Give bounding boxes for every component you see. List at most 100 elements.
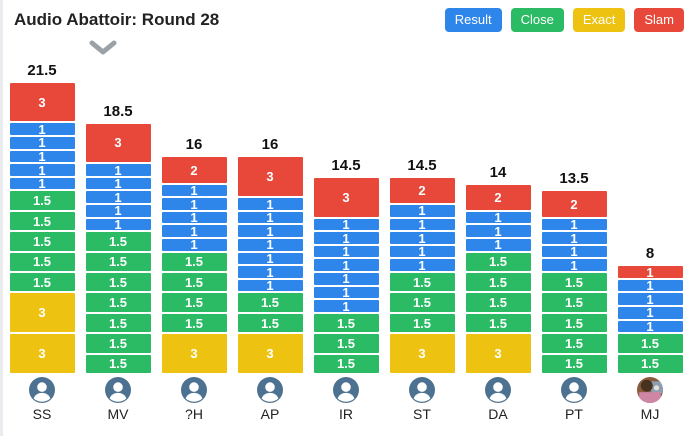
chart: 21.5 3 1 1 1 1 1 1.5 1.5 1.5 1.5 1.5 3 3 SS 18.5 3 1 1 1 1 1 1…	[4, 56, 688, 436]
bar-segment-result: 1	[161, 198, 227, 210]
avatar[interactable]	[561, 377, 587, 403]
bar-segment-result: 1	[465, 225, 531, 238]
bar-segment-close: 1.5	[313, 354, 379, 373]
bar-segment-close: 1.5	[161, 313, 227, 333]
player-name: MJ	[640, 406, 660, 422]
avatar[interactable]	[257, 377, 283, 403]
bar-segment-result: 1	[237, 279, 303, 292]
legend-button-slam[interactable]: Slam	[634, 8, 684, 33]
bar-segment-close: 1.5	[9, 252, 75, 272]
bar-segment-result: 1	[465, 211, 531, 224]
bar-segment-slam: 3	[313, 177, 379, 217]
player-name: IR	[339, 406, 353, 422]
player-name: PT	[565, 406, 583, 422]
bar-segment-result: 1	[617, 307, 683, 319]
bar-segment-slam: 2	[389, 177, 455, 204]
bar-segment-result: 1	[85, 164, 151, 176]
bar-segment-close: 1.5	[465, 252, 531, 272]
bar-segment-result: 1	[9, 164, 75, 176]
chart-column: 8 1 1 1 1 1 1.5 1.5 MJ	[612, 245, 688, 436]
bar-segment-close: 1.5	[85, 252, 151, 272]
user-avatar-icon	[485, 377, 511, 403]
bar-segment-result: 1	[389, 205, 455, 217]
user-avatar-icon	[181, 377, 207, 403]
stacked-bar: 2 1 1 1 1 1 1.5 1.5 1.5 1.5 3	[161, 157, 227, 373]
bar-segment-result: 1	[161, 184, 227, 197]
user-avatar-icon	[561, 377, 587, 403]
user-avatar-icon	[409, 377, 435, 403]
bar-segment-close: 1.5	[541, 354, 607, 373]
avatar[interactable]	[409, 377, 435, 403]
bar-segment-slam: 2	[541, 191, 607, 217]
bar-segment-result: 1	[541, 259, 607, 272]
left-border	[0, 0, 3, 436]
bar-segment-close: 1.5	[85, 232, 151, 251]
bar-segment-result: 1	[85, 218, 151, 231]
bar-segment-result: 1	[9, 177, 75, 190]
avatar[interactable]	[637, 377, 663, 403]
chart-column: 14.5 3 1 1 1 1 1 1 1 1.5 1.5 1.5 IR	[308, 157, 384, 436]
bar-segment-result: 1	[237, 198, 303, 210]
bar-segment-result: 1	[237, 252, 303, 265]
bar-segment-close: 1.5	[465, 293, 531, 312]
column-total: 14.5	[331, 156, 361, 174]
legend-button-exact[interactable]: Exact	[572, 8, 626, 33]
column-total: 18.5	[103, 102, 133, 120]
bar-segment-result: 1	[85, 191, 151, 204]
stacked-bar: 3 1 1 1 1 1 1 1 1.5 1.5 3	[237, 157, 303, 373]
bar-segment-close: 1.5	[313, 334, 379, 353]
player-name: ?H	[185, 406, 203, 422]
bar-segment-result: 1	[617, 320, 683, 333]
avatar[interactable]	[29, 377, 55, 403]
bar-segment-close: 1.5	[85, 334, 151, 353]
bar-segment-close: 1.5	[85, 354, 151, 373]
bar-segment-exact: 3	[465, 334, 531, 373]
bar-segment-result: 1	[313, 273, 379, 285]
bar-segment-result: 1	[313, 300, 379, 312]
column-total: 16	[185, 136, 203, 154]
bar-segment-close: 1.5	[541, 273, 607, 292]
user-avatar-icon	[29, 377, 55, 403]
column-total: 14	[489, 163, 507, 181]
bar-segment-result: 1	[389, 232, 455, 244]
bar-segment-result: 1	[389, 259, 455, 272]
bar-segment-result: 1	[161, 239, 227, 251]
bar-segment-result: 1	[85, 177, 151, 190]
bar-segment-close: 1.5	[541, 334, 607, 353]
bar-segment-exact: 3	[9, 293, 75, 333]
avatar[interactable]	[333, 377, 359, 403]
bar-segment-close: 1.5	[161, 293, 227, 312]
bar-segment-result: 1	[161, 225, 227, 238]
bar-segment-close: 1.5	[9, 211, 75, 231]
bar-segment-result: 1	[313, 218, 379, 231]
bar-segment-close: 1.5	[237, 313, 303, 333]
avatar[interactable]	[181, 377, 207, 403]
stacked-bar: 3 1 1 1 1 1 1 1 1.5 1.5 1.5	[313, 177, 379, 373]
player-name: SS	[32, 406, 52, 422]
legend-button-close[interactable]: Close	[510, 8, 564, 33]
bar-segment-slam: 3	[85, 123, 151, 163]
avatar[interactable]	[485, 377, 511, 403]
bar-segment-close: 1.5	[541, 293, 607, 312]
chevron-down-icon[interactable]	[88, 40, 118, 56]
bar-segment-exact: 3	[161, 334, 227, 373]
bar-segment-result: 1	[541, 232, 607, 244]
bar-segment-result: 1	[9, 123, 75, 136]
bar-segment-close: 1.5	[389, 313, 455, 333]
chart-column: 14.5 2 1 1 1 1 1 1.5 1.5 1.5 3 ST	[384, 157, 460, 436]
page-title: Audio Abattoir: Round 28	[14, 10, 220, 29]
bar-segment-close: 1.5	[9, 191, 75, 210]
column-total: 21.5	[27, 61, 57, 79]
bar-segment-close: 1.5	[465, 313, 531, 333]
bar-segment-close: 1.5	[389, 273, 455, 292]
legend-button-result[interactable]: Result	[444, 8, 502, 33]
bar-segment-close: 1.5	[85, 313, 151, 333]
bar-segment-result: 1	[237, 266, 303, 278]
bar-segment-slam: 2	[161, 157, 227, 183]
bar-segment-result: 1	[313, 245, 379, 258]
chart-column: 14 2 1 1 1 1.5 1.5 1.5 1.5 3 DA	[460, 164, 536, 436]
bar-segment-result: 1	[617, 293, 683, 306]
bar-segment-result: 1	[389, 218, 455, 231]
avatar[interactable]	[105, 377, 131, 403]
